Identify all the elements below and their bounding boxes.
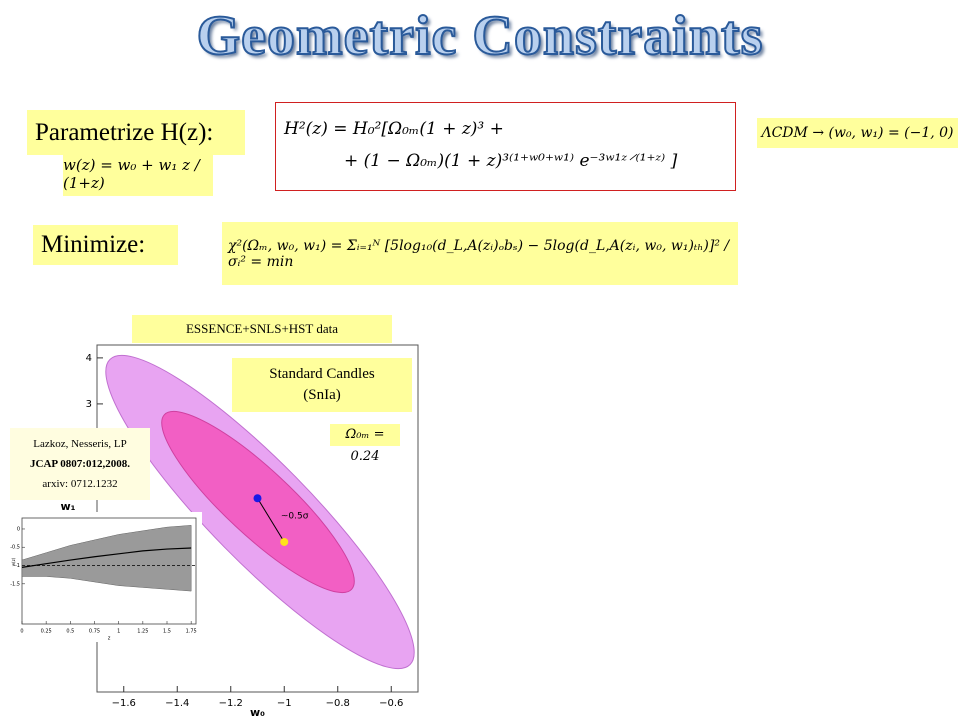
x-tick-label: −0.8 (326, 698, 350, 709)
reference-line: arxiv: 0712.1232 (42, 478, 118, 490)
x-tick-label: 0.5 (66, 629, 74, 635)
y-tick-label: 4 (86, 353, 92, 364)
y-tick-label: -1 (15, 563, 20, 569)
minimize-label: Minimize: (33, 225, 178, 265)
point (280, 537, 289, 546)
reference-box: Lazkoz, Nesseris, LP JCAP 0807:012,2008.… (10, 428, 150, 500)
shift-arrow (257, 497, 285, 543)
candles-line: (SnIa) (303, 387, 341, 403)
y-tick-label: 0 (17, 526, 20, 532)
y-axis-label: w(z) (11, 557, 16, 566)
x-axis-label: w₀ (250, 706, 265, 719)
omega-label: Ω₀ₘ = 0.24 (330, 424, 400, 464)
point (253, 494, 262, 503)
y-tick-label: 3 (86, 399, 92, 410)
hubble-formula-box: H²(z) = H₀²[Ω₀ₘ(1 + z)³ + + (1 − Ω₀ₘ)(1 … (275, 102, 736, 191)
parametrize-label: Parametrize H(z): (27, 110, 245, 155)
y-axis-label: w₁ (61, 500, 76, 513)
candles-box: Standard Candles (SnIa) (232, 358, 412, 412)
reference-line: Lazkoz, Nesseris, LP (33, 438, 127, 450)
x-tick-label: 1.5 (163, 629, 171, 635)
x-axis-label: z (108, 636, 111, 642)
y-tick-label: -1.5 (10, 581, 20, 587)
x-tick-label: 1 (117, 629, 120, 635)
hubble-formula-line: + (1 − Ω₀ₘ)(1 + z)³⁽¹⁺ʷ⁰⁺ʷ¹⁾ e⁻³ʷ¹ᶻ⸍⁽¹⁺ᶻ… (344, 151, 678, 171)
lcdm-formula: ΛCDM → (w₀, w₁) = (−1, 0) (757, 118, 958, 148)
reference-line: JCAP 0807:012,2008. (30, 458, 130, 470)
y-tick-label: -0.5 (10, 545, 20, 551)
x-tick-label: −0.6 (379, 698, 403, 709)
slide-title: Geometric Constraints (196, 4, 764, 68)
inset-chart: 0 0.25 0.5 0.75 1 1.25 1.5 1.75 0 -0.5 -1 -1.5 z w(z) (10, 512, 202, 642)
x-tick-label: −1.2 (219, 698, 243, 709)
x-tick-label: −1.4 (165, 698, 189, 709)
candles-line: Standard Candles (269, 366, 375, 382)
x-tick-label: −1.6 (112, 698, 136, 709)
x-tick-label: 0 (20, 629, 23, 635)
annotation: ~0.5σ (281, 512, 309, 522)
chi2-formula: χ²(Ωₘ, w₀, w₁) = Σᵢ₌₁ᴺ [5log₁₀(d_L,A(zᵢ)… (222, 222, 738, 285)
hubble-formula-line: H²(z) = H₀²[Ω₀ₘ(1 + z)³ + (284, 119, 504, 139)
x-tick-label: 1.75 (186, 629, 197, 635)
band (21, 525, 192, 592)
x-tick-label: 0.75 (89, 629, 100, 635)
line (21, 547, 192, 568)
x-tick-label: −1 (277, 698, 292, 709)
w-formula: w(z) = w₀ + w₁ z / (1+z) (63, 152, 213, 196)
data-label: ESSENCE+SNLS+HST data (132, 315, 392, 343)
x-tick-label: 1.25 (137, 629, 148, 635)
x-tick-label: 0.25 (41, 629, 52, 635)
